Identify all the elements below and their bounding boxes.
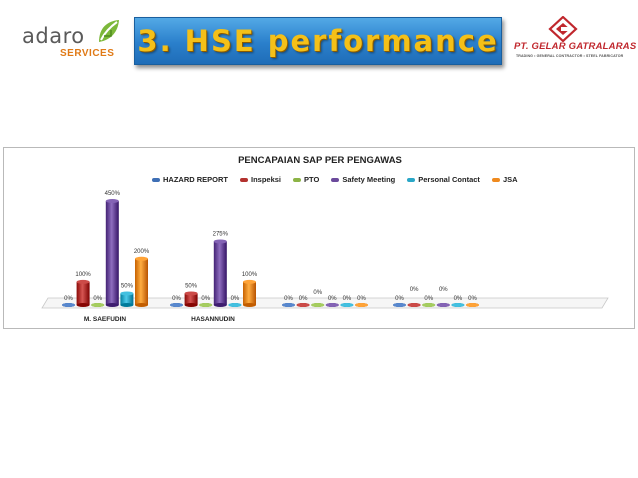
data-label: 100% (75, 272, 91, 278)
category-label: M. SAEFUDIN (84, 316, 127, 323)
data-label: 0% (424, 296, 433, 302)
data-label: 0% (328, 296, 337, 302)
legend-swatch (491, 177, 500, 182)
legend-swatch (407, 177, 416, 182)
legend-label: HAZARD REPORT (163, 175, 228, 184)
chart-bar (135, 256, 148, 307)
chart-bar (407, 303, 421, 307)
chart-bar (91, 303, 105, 307)
slide-title: 3. HSE performance (137, 24, 499, 58)
legend-swatch (331, 177, 340, 182)
chart-bar (76, 279, 90, 307)
legend-swatch (293, 177, 302, 182)
data-label: 50% (185, 283, 198, 289)
gelar-gatralaras-tagline: TRADING • GENERAL CONTRACTOR • STEEL FAB… (516, 54, 624, 58)
legend-label: PTO (304, 175, 320, 184)
chart-bar (296, 303, 310, 307)
chart-bar (466, 303, 479, 307)
chart-bar (199, 303, 213, 307)
data-label: 0% (395, 296, 404, 302)
chart-bar (170, 303, 183, 307)
chart-title: PENCAPAIAN SAP PER PENGAWAS (238, 155, 402, 166)
legend-item: PTO (293, 175, 319, 184)
data-label: 0% (201, 296, 210, 302)
gelar-gatralaras-mark-icon (548, 16, 578, 42)
data-label: 200% (134, 249, 150, 255)
adaro-logo-word: adaro (22, 24, 85, 48)
gelar-gatralaras-logo: PT. GELAR GATRALARAS TRADING • GENERAL C… (512, 16, 636, 64)
chart-bar (62, 303, 75, 307)
legend-item: Personal Contact (407, 175, 480, 184)
legend-item: JSA (491, 175, 518, 184)
chart-bar (120, 291, 134, 307)
legend-swatch (152, 177, 160, 182)
chart-bar (325, 303, 339, 307)
chart-legend: HAZARD REPORT Inspeksi PTO Safety Meeting Pe… (152, 175, 530, 184)
chart-bar (340, 303, 354, 307)
data-label: 0% (284, 296, 293, 302)
chart-bar (436, 303, 450, 307)
data-label: 0% (313, 290, 322, 296)
adaro-leaf-icon (99, 20, 119, 42)
chart-bar (451, 303, 465, 307)
legend-item: Inspeksi (240, 175, 281, 184)
data-label: 0% (93, 296, 102, 302)
legend-item: HAZARD REPORT (152, 175, 228, 184)
data-label: 0% (299, 296, 308, 302)
chart-plot: 0% 100% 0% 450% 50% 200% M. SAEFUDIN 0% 50% 0% 275… (41, 191, 609, 323)
data-label: 0% (64, 296, 73, 302)
legend-swatch (240, 177, 248, 182)
chart-bar (282, 303, 295, 307)
data-label: 0% (172, 296, 181, 302)
chart-bar (393, 303, 406, 307)
category-label: HASANNUDIN (191, 316, 235, 323)
data-label: 0% (357, 296, 366, 302)
data-label: 450% (105, 191, 121, 197)
chart-bar (355, 303, 368, 307)
chart-bar (243, 279, 256, 307)
chart-bar (105, 199, 119, 307)
data-label: 0% (410, 287, 419, 293)
data-label: 0% (231, 296, 240, 302)
chart-bar (213, 239, 227, 307)
legend-item: Safety Meeting (331, 175, 395, 184)
adaro-services-logo: adaro SERVICES (22, 18, 122, 62)
chart-bar (228, 303, 242, 307)
data-label: 0% (454, 296, 463, 302)
chart-bar (422, 303, 436, 307)
data-label: 50% (121, 283, 134, 289)
data-label: 275% (213, 231, 229, 237)
slide-title-banner: 3. HSE performance (134, 17, 502, 65)
data-label: 100% (242, 272, 258, 278)
legend-label: Inspeksi (251, 175, 282, 184)
gelar-gatralaras-name: PT. GELAR GATRALARAS (514, 41, 637, 52)
legend-label: JSA (502, 175, 518, 184)
legend-label: Personal Contact (418, 175, 480, 184)
chart-bar (311, 303, 325, 307)
adaro-logo-sub: SERVICES (60, 48, 115, 59)
data-label: 0% (468, 296, 477, 302)
data-label: 0% (439, 287, 448, 293)
legend-label: Safety Meeting (342, 175, 396, 184)
sap-achievement-chart: 0% 100% 0% 450% 50% 200% M. SAEFUDIN 0% 50% 0% 275… (3, 147, 635, 329)
chart-bar (184, 291, 198, 307)
data-label: 0% (343, 296, 352, 302)
